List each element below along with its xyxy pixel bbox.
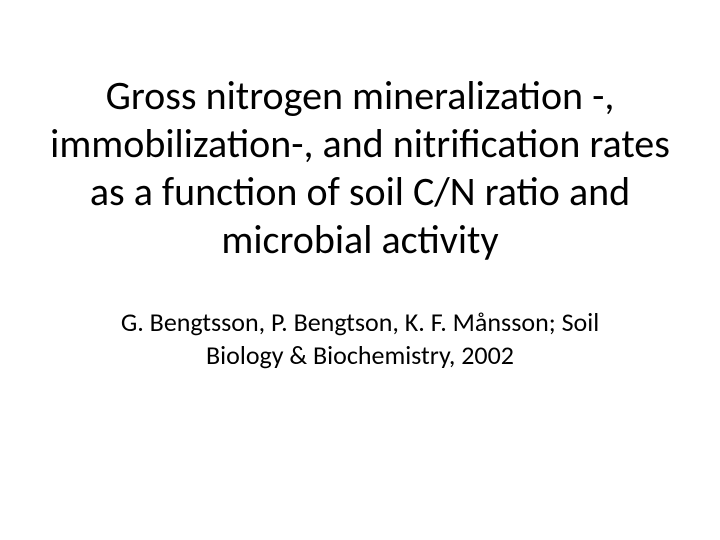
slide-title: Gross nitrogen mineralization -, immobil… <box>50 72 670 264</box>
slide: Gross nitrogen mineralization -, immobil… <box>0 0 720 540</box>
slide-authors: G. Bengtsson, P. Bengtson, K. F. Månsson… <box>80 306 640 371</box>
